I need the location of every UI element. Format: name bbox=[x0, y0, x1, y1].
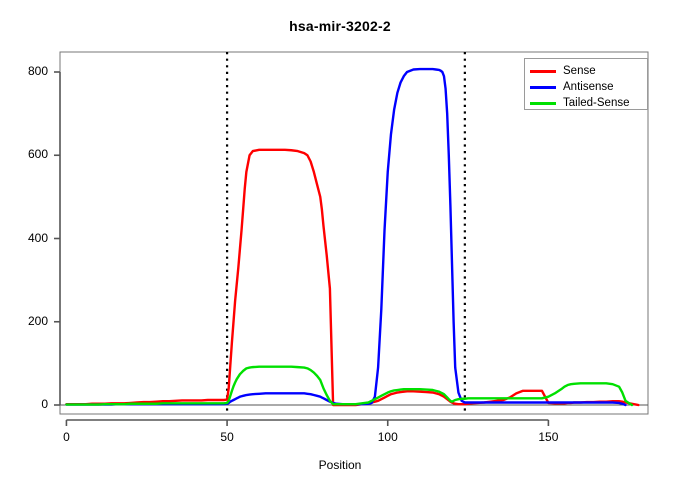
legend-label-antisense: Antisense bbox=[563, 81, 614, 93]
x-axis-label: Position bbox=[318, 458, 362, 472]
series-line-tailed-sense bbox=[65, 365, 634, 407]
y-tick-label: 600 bbox=[27, 147, 48, 162]
chart-title: hsa-mir-3202-2 bbox=[289, 18, 391, 34]
y-tick-label: 400 bbox=[27, 230, 48, 245]
series-line-antisense bbox=[65, 67, 627, 407]
x-tick-label: 150 bbox=[538, 430, 559, 444]
legend-item-antisense: Antisense bbox=[530, 79, 642, 95]
y-tick-label: 0 bbox=[41, 397, 48, 411]
legend-swatch-tailed-sense bbox=[530, 101, 556, 105]
legend-swatch-antisense bbox=[530, 85, 556, 89]
legend-label-tailed-sense: Tailed-Sense bbox=[563, 97, 630, 109]
y-tick-label: 800 bbox=[27, 64, 48, 78]
legend-item-tailed-sense: Tailed-Sense bbox=[530, 95, 642, 111]
legend-swatch-sense bbox=[530, 69, 556, 73]
legend-item-sense: Sense bbox=[530, 63, 642, 79]
x-tick-label: 100 bbox=[377, 430, 398, 444]
legend-label-sense: Sense bbox=[563, 65, 596, 77]
series-line-sense bbox=[65, 148, 640, 407]
x-tick-label: 0 bbox=[63, 430, 70, 444]
y-tick-label: 200 bbox=[27, 313, 48, 328]
chart-legend: Sense Antisense Tailed-Sense bbox=[524, 58, 648, 110]
x-tick-label: 50 bbox=[220, 430, 234, 444]
